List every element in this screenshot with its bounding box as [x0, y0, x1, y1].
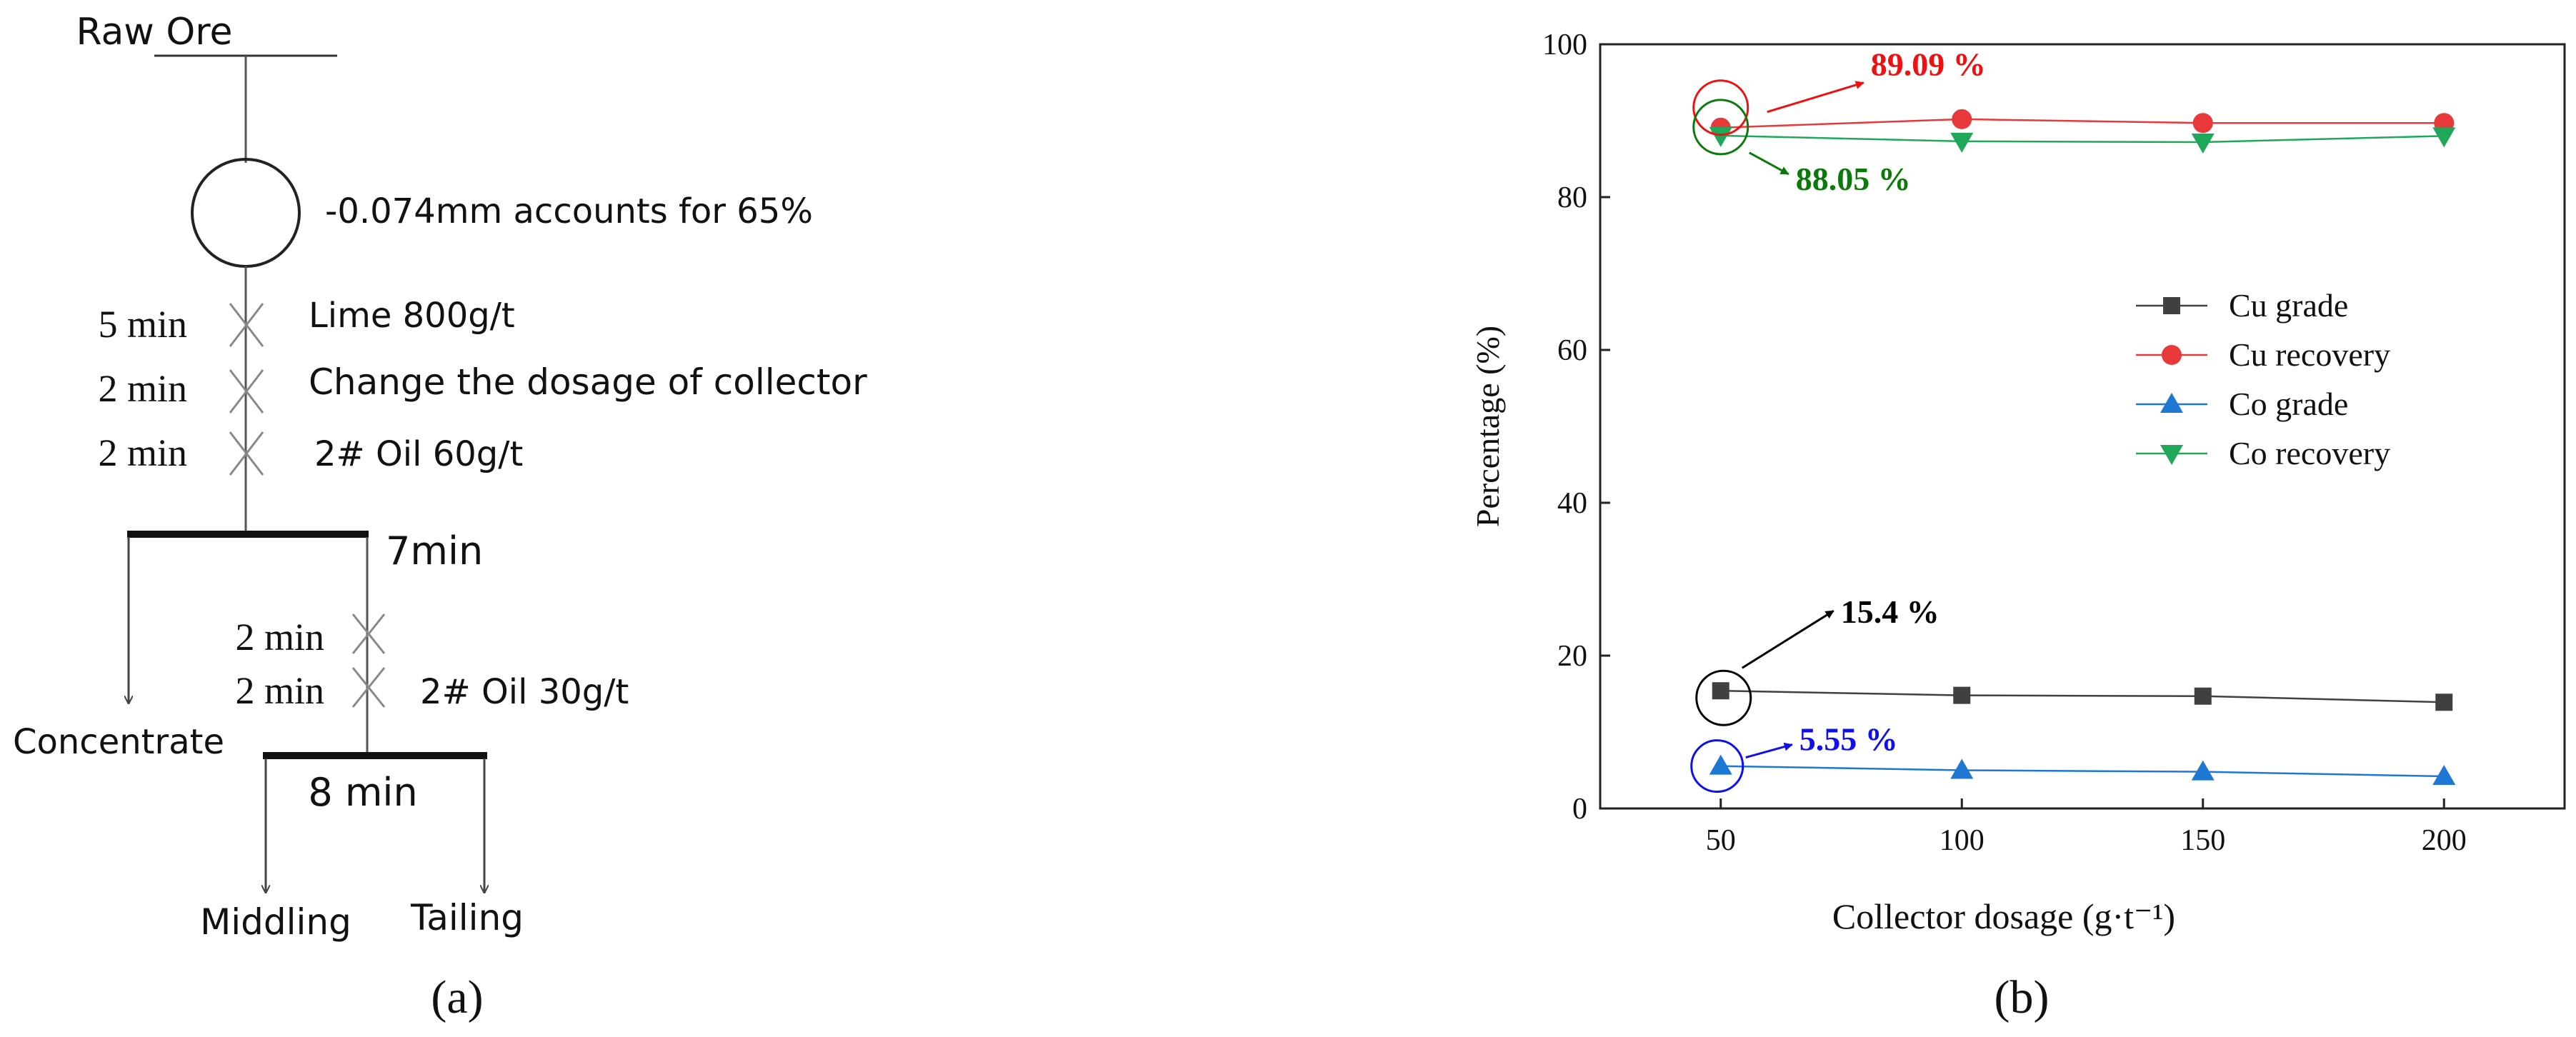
- series-line-cu-grade: [1720, 689, 2445, 703]
- raw-ore-label: Raw Ore: [76, 11, 232, 54]
- data-point-co-recovery: [2191, 133, 2215, 154]
- grinding-mill-circle: [191, 158, 301, 268]
- data-point-co-recovery: [2432, 127, 2456, 148]
- panel-a-label: (a): [431, 971, 483, 1023]
- step-time: 2 min: [98, 431, 187, 474]
- conditioning-step: 2 min 2# Oil 60g/t: [98, 431, 523, 476]
- annotation-co-recovery: 88.05 %: [1692, 99, 1911, 197]
- data-point-co-recovery: [1950, 132, 1974, 153]
- series-line-cu-recovery: [1720, 118, 2445, 129]
- y-axis-ticks: 0 20 40 60 80 100: [1542, 29, 1610, 826]
- series-cu-grade: [1712, 682, 2453, 711]
- legend-label: Cu recovery: [2229, 336, 2390, 373]
- step-reagent: 2# Oil 60g/t: [314, 434, 523, 474]
- x-tick-label: 150: [2180, 824, 2225, 857]
- data-point-cu-grade: [2435, 693, 2453, 711]
- series-line-co-recovery: [1720, 134, 2445, 144]
- annotation-ellipse: [1692, 79, 1749, 136]
- conditioning-cross-stroke: [229, 431, 264, 476]
- series-line-co-grade: [1720, 765, 2445, 778]
- step-time: 2 min: [235, 616, 324, 658]
- series-co-recovery: [1709, 126, 2456, 154]
- legend: Cu grade Cu recovery Co grade Co recovery: [2136, 287, 2390, 471]
- step-reagent: 2# Oil 30g/t: [420, 672, 629, 712]
- panel-b-label: (b): [1995, 971, 2050, 1023]
- annotation-co-grade: 5.55 %: [1690, 721, 1898, 793]
- step-reagent: Lime 800g/t: [309, 296, 515, 336]
- annotation-ellipse: [1690, 739, 1744, 793]
- annotation-arrow: [1741, 609, 1834, 669]
- data-point-cu-recovery: [1952, 109, 1972, 129]
- y-tick-label: 40: [1557, 487, 1587, 520]
- scavenger-step: 2 min: [235, 613, 386, 658]
- annotation-label: 89.09 %: [1871, 46, 1986, 83]
- legend-label: Co grade: [2229, 386, 2348, 422]
- series-cu-recovery: [1710, 109, 2455, 138]
- data-point-co-grade: [1950, 758, 1974, 779]
- y-tick-label: 60: [1557, 334, 1587, 367]
- annotation-arrow: [1749, 151, 1789, 176]
- scavenger-cross-stroke: [351, 613, 386, 654]
- y-tick-label: 100: [1542, 29, 1587, 61]
- x-axis-label: Collector dosage (g·t⁻¹): [1832, 896, 2175, 936]
- scavenger-cross-stroke: [351, 667, 386, 708]
- step-time: 2 min: [98, 367, 187, 410]
- data-point-cu-grade: [1953, 686, 1971, 704]
- y-tick-label: 80: [1557, 181, 1587, 214]
- step-time: 2 min: [235, 669, 324, 712]
- series-layer: [1709, 109, 2456, 786]
- y-tick-label: 20: [1557, 640, 1587, 673]
- scavenger-step: 2 min 2# Oil 30g/t: [235, 667, 629, 712]
- conditioning-step: 2 min Change the dosage of collector: [98, 361, 867, 414]
- step-time: 5 min: [98, 303, 187, 346]
- plot-frame: [1599, 43, 2566, 810]
- annotation-arrow: [1745, 742, 1793, 759]
- annotation-cu-recovery: 89.09 %: [1692, 46, 1986, 136]
- legend-marker: [2160, 393, 2183, 413]
- x-tick-label: 100: [1940, 824, 1985, 857]
- annotation-label: 88.05 %: [1796, 161, 1911, 197]
- rougher-time: 7min: [386, 528, 483, 573]
- data-point-co-grade: [2432, 765, 2456, 786]
- data-point-co-grade: [1709, 754, 1732, 775]
- data-point-co-recovery: [1709, 126, 1732, 147]
- x-tick-label: 200: [2422, 824, 2467, 857]
- y-tick-label: 0: [1572, 793, 1587, 826]
- step-reagent: Change the dosage of collector: [309, 361, 867, 403]
- middling-label: Middling: [200, 901, 351, 943]
- data-point-co-grade: [2191, 760, 2215, 781]
- chart-panel: 0 20 40 60 80 100 50 100 150 200 89.09 % 88.05 % 1…: [1469, 29, 2566, 1023]
- concentrate-label: Concentrate: [13, 722, 224, 762]
- data-point-cu-recovery: [2192, 113, 2213, 134]
- conditioning-cross-stroke: [229, 369, 264, 414]
- x-tick-label: 50: [1706, 824, 1736, 857]
- annotation-label: 15.4 %: [1841, 593, 1940, 630]
- flowsheet-panel: Raw Ore -0.074mm accounts for 65% 5 min …: [13, 11, 867, 1023]
- annotation-layer: 89.09 % 88.05 % 15.4 % 5.55 %: [1690, 46, 1986, 793]
- legend-marker: [2160, 445, 2183, 465]
- annotation-cu-grade: 15.4 %: [1695, 593, 1940, 726]
- annotation-ellipse: [1692, 99, 1749, 156]
- legend-label: Cu grade: [2229, 287, 2348, 324]
- data-point-cu-grade: [1712, 682, 1729, 700]
- conditioning-cross-stroke: [229, 303, 264, 347]
- y-axis-label: Percentage (%): [1469, 326, 1506, 527]
- legend-marker: [2163, 297, 2180, 314]
- x-axis-ticks: 50 100 150 200: [1706, 798, 2467, 857]
- conditioning-step: 5 min Lime 800g/t: [98, 296, 515, 347]
- legend-label: Co recovery: [2229, 435, 2390, 471]
- annotation-ellipse: [1695, 669, 1752, 726]
- series-co-grade: [1709, 754, 2456, 786]
- legend-marker: [2162, 345, 2182, 365]
- annotation-arrow: [1767, 81, 1864, 114]
- tailing-label: Tailing: [410, 897, 524, 938]
- scavenger-time: 8 min: [308, 770, 417, 815]
- data-point-cu-grade: [2194, 687, 2212, 705]
- grinding-note: -0.074mm accounts for 65%: [325, 191, 813, 231]
- annotation-label: 5.55 %: [1799, 721, 1898, 758]
